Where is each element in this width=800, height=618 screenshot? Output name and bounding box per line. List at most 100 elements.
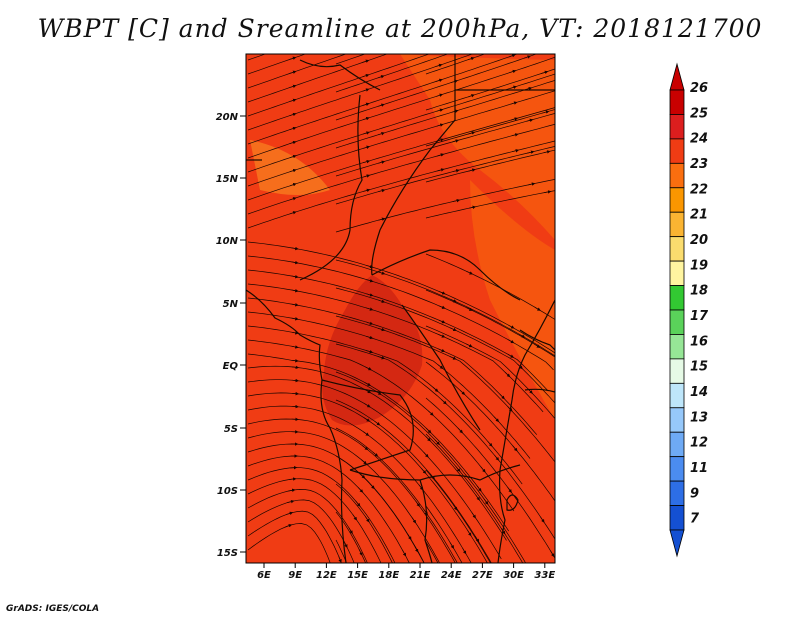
colorbar-segment bbox=[669, 187, 685, 213]
streamline-arrow bbox=[541, 70, 549, 75]
streamline-arrow bbox=[476, 485, 482, 492]
streamline-arrow bbox=[289, 56, 297, 60]
streamline-arrow bbox=[526, 118, 534, 123]
colorbar-segment bbox=[669, 89, 685, 115]
streamline-arrow bbox=[291, 345, 299, 349]
streamline-arrow bbox=[357, 487, 364, 493]
streamline-arrow bbox=[438, 348, 446, 353]
streamline-arrow bbox=[414, 546, 419, 553]
colorbar-label: 12 bbox=[690, 436, 708, 451]
lon-tick-label: 30E bbox=[503, 570, 524, 581]
streamline-arrow bbox=[377, 103, 385, 107]
streamline bbox=[247, 467, 396, 563]
streamline-arrow bbox=[455, 466, 461, 472]
latitude-axis: 20N 15N 10N 5N EQ 5S 10S 15S bbox=[216, 112, 246, 559]
lon-tick-label: 21E bbox=[410, 570, 431, 581]
streamline-arrow bbox=[441, 399, 447, 405]
streamline bbox=[247, 523, 331, 563]
streamline-arrow bbox=[366, 279, 374, 283]
streamline-arrow bbox=[411, 517, 417, 524]
streamline bbox=[247, 54, 431, 117]
colorbar-label: 26 bbox=[690, 81, 708, 96]
streamline-arrow bbox=[358, 549, 363, 556]
streamline-arrow bbox=[289, 126, 297, 131]
streamline-arrow bbox=[374, 420, 381, 426]
streamline-arrow bbox=[425, 436, 431, 442]
coastlines-borders bbox=[246, 54, 555, 563]
streamline-arrow bbox=[511, 117, 519, 121]
streamline-arrow bbox=[452, 169, 460, 173]
streamline-arrow bbox=[291, 274, 299, 279]
streamline-arrow bbox=[499, 393, 505, 400]
streamline-arrow bbox=[362, 145, 370, 149]
streamline-arrow bbox=[289, 140, 297, 145]
streamline-arrow bbox=[449, 542, 455, 549]
streamline bbox=[425, 109, 555, 147]
streamline-arrow bbox=[378, 355, 386, 360]
streamline-arrow bbox=[289, 70, 297, 74]
streamline-arrow bbox=[457, 427, 464, 434]
streamline-arrow bbox=[291, 246, 299, 251]
streamline-arrow bbox=[289, 211, 297, 215]
streamline-arrow bbox=[483, 498, 489, 505]
streamline-arrow bbox=[467, 56, 475, 61]
wbpt-patch-northwest bbox=[250, 140, 330, 195]
colorbar-label: 19 bbox=[690, 258, 708, 273]
streamline-arrow bbox=[402, 550, 407, 557]
lon-tick-label: 33E bbox=[534, 570, 555, 581]
streamline-arrow bbox=[509, 85, 517, 89]
streamline bbox=[247, 54, 389, 103]
streamline-arrow bbox=[348, 527, 353, 535]
streamline-arrow bbox=[436, 108, 444, 112]
streamline bbox=[247, 392, 488, 563]
streamline-arrow bbox=[362, 102, 370, 107]
streamline bbox=[247, 123, 555, 215]
streamline-arrow bbox=[438, 305, 446, 309]
streamline-arrow bbox=[343, 541, 348, 548]
streamline-arrow bbox=[437, 364, 444, 369]
streamline-arrow bbox=[540, 516, 545, 523]
streamline-arrow bbox=[523, 55, 531, 59]
streamline-arrow bbox=[364, 382, 372, 386]
streamline-arrow bbox=[544, 190, 552, 194]
streamline-arrow bbox=[363, 188, 371, 193]
colorbar-segment bbox=[669, 236, 685, 262]
streamline-arrow bbox=[534, 306, 541, 311]
streamline-arrow bbox=[475, 536, 480, 543]
streamline-arrow bbox=[437, 168, 445, 172]
streamline-arrow bbox=[366, 307, 374, 311]
lon-tick-label: 18E bbox=[378, 570, 399, 581]
colorbar-segment bbox=[669, 309, 685, 335]
colorbar-label: 7 bbox=[690, 512, 700, 527]
streamline bbox=[335, 343, 555, 540]
streamline-arrow bbox=[291, 288, 299, 293]
streamline-arrow bbox=[436, 93, 444, 97]
streamline-arrow bbox=[289, 98, 297, 103]
streamline-arrow bbox=[365, 366, 372, 371]
streamline-arrow bbox=[533, 343, 541, 348]
lon-tick-label: 24E bbox=[441, 570, 462, 581]
streamline bbox=[425, 433, 524, 563]
streamline-arrow bbox=[508, 54, 516, 58]
streamline-arrow bbox=[493, 416, 500, 423]
streamline-arrow bbox=[289, 154, 297, 159]
streamline-arrow bbox=[512, 149, 520, 153]
streamline-arrow bbox=[487, 441, 493, 447]
streamline-arrow bbox=[452, 504, 458, 511]
colorbar-label: 24 bbox=[690, 132, 708, 147]
streamline-arrow bbox=[527, 150, 535, 154]
streamline-arrow bbox=[415, 500, 420, 507]
streamline bbox=[335, 455, 425, 563]
streamline-arrow bbox=[451, 51, 456, 53]
streamline-arrow bbox=[426, 428, 432, 434]
streamline-arrow bbox=[366, 321, 374, 325]
lon-tick-label: 15E bbox=[347, 570, 368, 581]
streamline-arrow bbox=[362, 73, 370, 78]
lat-tick-label: 20N bbox=[216, 112, 239, 123]
streamline-arrow bbox=[543, 150, 551, 154]
streamline-arrow bbox=[365, 516, 370, 523]
streamline bbox=[247, 54, 267, 61]
wbpt-lighter-region-east bbox=[470, 180, 555, 420]
streamline-arrow bbox=[362, 116, 370, 121]
